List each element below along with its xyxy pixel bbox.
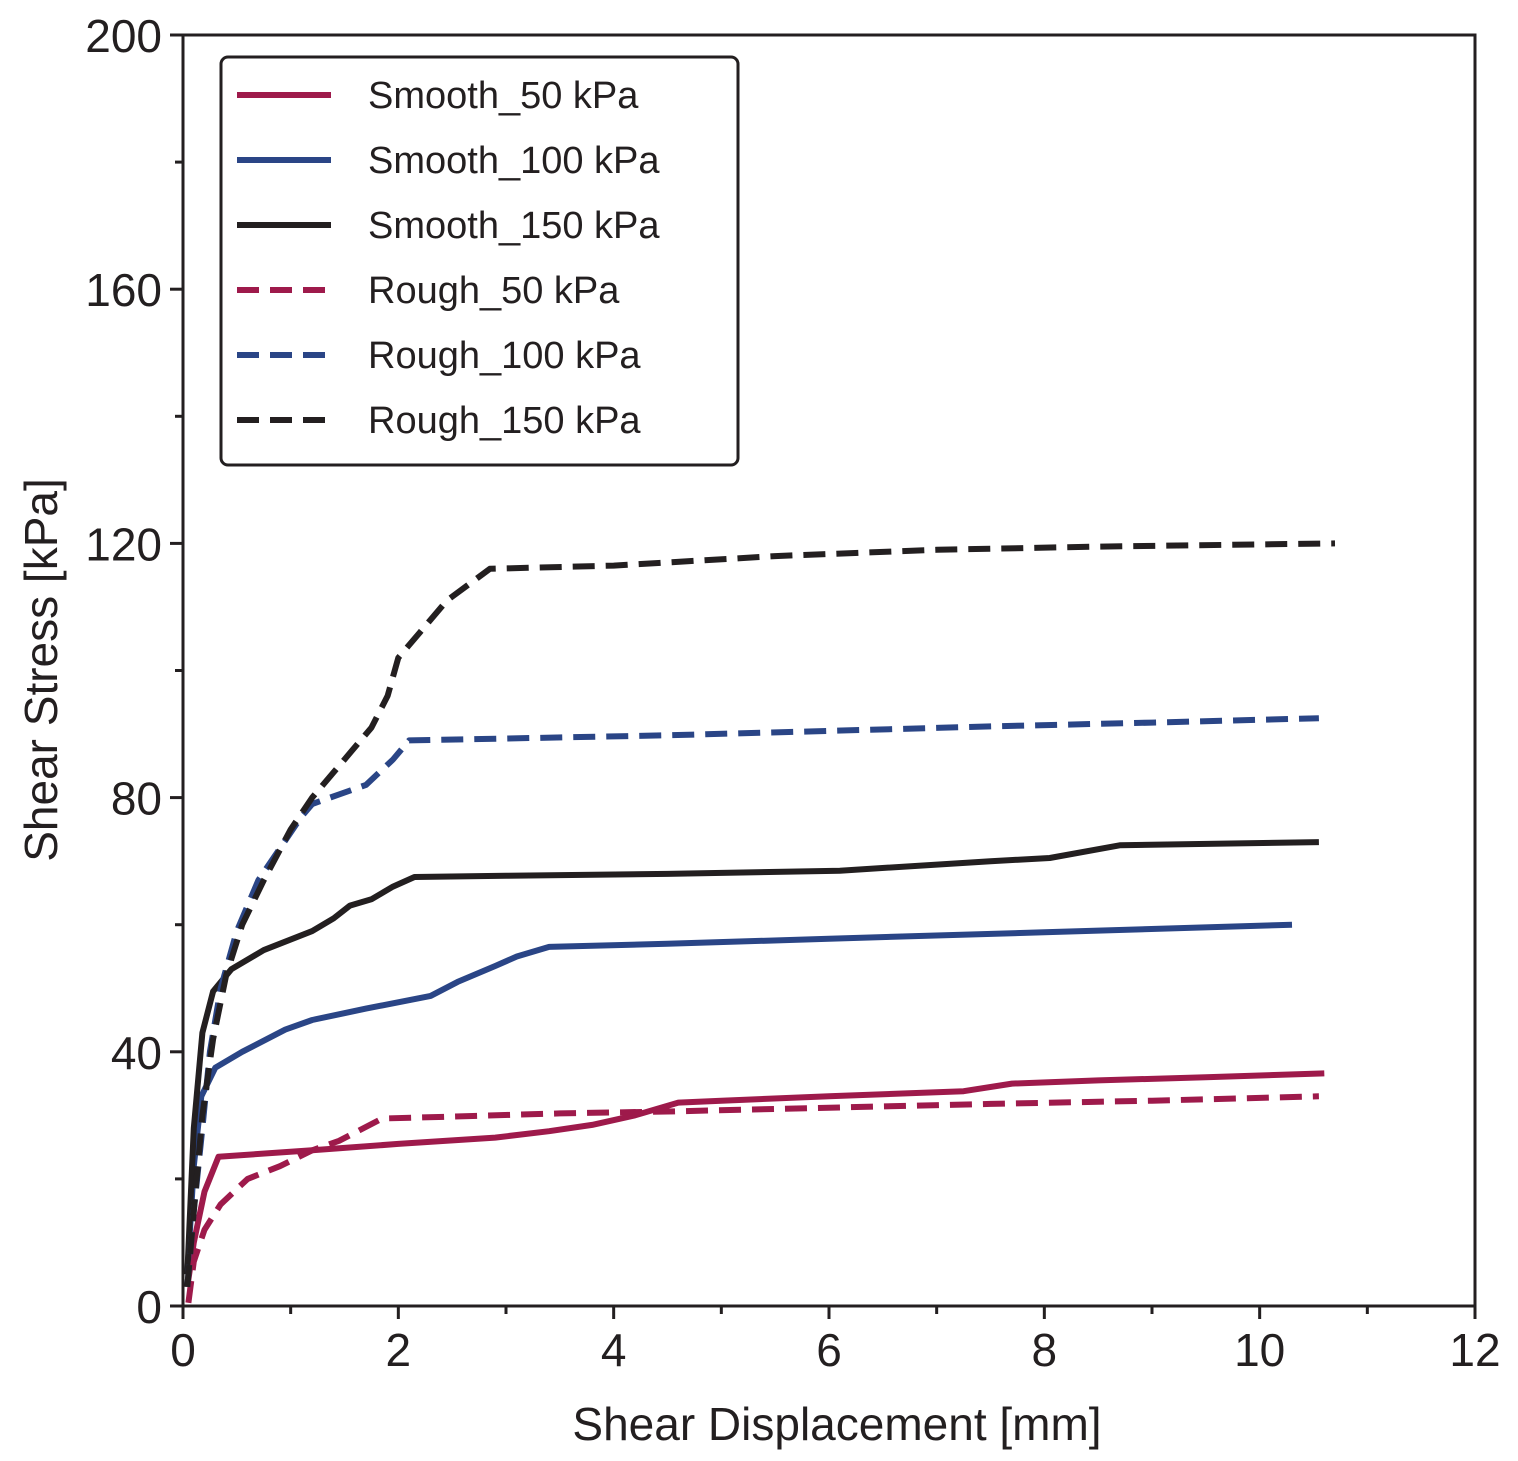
y-tick-label-3: 120 xyxy=(85,518,162,570)
x-tick-label-5: 10 xyxy=(1234,1324,1285,1376)
y-axis-label: Shear Stress [kPa] xyxy=(15,478,67,862)
y-tick-label-2: 80 xyxy=(111,773,162,825)
series-line-rough-150-kpa xyxy=(184,540,1336,1288)
x-tick-label-2: 4 xyxy=(601,1324,627,1376)
legend: Smooth_50 kPa Smooth_100 kPa Smooth_150 kP… xyxy=(219,55,740,467)
legend-label-5: Rough_150 kPa xyxy=(368,400,641,442)
x-tick-label-3: 6 xyxy=(816,1324,842,1376)
x-tick-label-4: 8 xyxy=(1032,1324,1058,1376)
legend-box xyxy=(219,55,740,467)
x-tick-label-6: 12 xyxy=(1449,1324,1500,1376)
x-axis-label: Shear Displacement [mm] xyxy=(572,1398,1101,1450)
legend-label-2: Smooth_150 kPa xyxy=(368,205,660,247)
x-tick-label-0: 0 xyxy=(170,1324,196,1376)
legend-label-1: Smooth_100 kPa xyxy=(368,140,660,182)
legend-label-3: Rough_50 kPa xyxy=(368,270,620,312)
legend-label-0: Smooth_50 kPa xyxy=(368,75,639,117)
legend-label-4: Rough_100 kPa xyxy=(368,335,641,377)
y-tick-label-0: 0 xyxy=(136,1281,162,1333)
legend-entries: Smooth_50 kPa Smooth_100 kPa Smooth_150 kP… xyxy=(237,75,660,442)
y-tick-label-4: 160 xyxy=(85,264,162,316)
y-tick-label-1: 40 xyxy=(111,1027,162,1079)
series-line-smooth-150-kpa xyxy=(184,839,1319,1275)
series-line-smooth-50-kpa xyxy=(184,1070,1325,1288)
y-tick-label-5: 200 xyxy=(85,10,162,62)
series-layer xyxy=(184,540,1336,1304)
series-line-rough-50-kpa xyxy=(185,1093,1319,1304)
x-tick-label-1: 2 xyxy=(386,1324,412,1376)
